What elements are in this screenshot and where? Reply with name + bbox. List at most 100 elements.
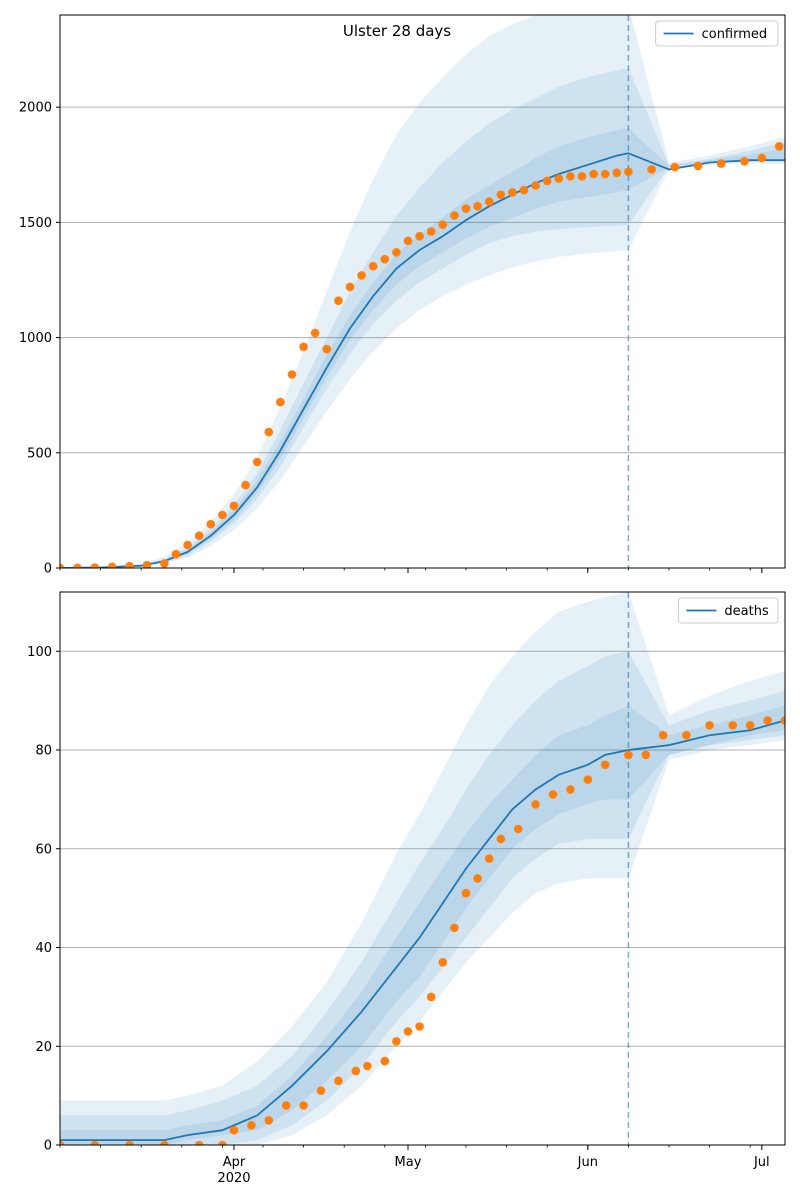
observed-point bbox=[310, 328, 320, 338]
observed-point bbox=[229, 1125, 239, 1135]
observed-point bbox=[415, 231, 424, 241]
observed-point bbox=[276, 397, 285, 407]
observed-point bbox=[757, 153, 767, 163]
observed-point bbox=[415, 1022, 424, 1031]
observed-point bbox=[194, 1140, 204, 1145]
observed-point bbox=[647, 165, 656, 174]
observed-point bbox=[548, 790, 558, 799]
observed-point bbox=[658, 730, 668, 740]
plot-area bbox=[60, 592, 785, 1145]
observed-point bbox=[351, 1066, 361, 1076]
observed-point bbox=[125, 1140, 134, 1145]
observed-point bbox=[299, 342, 308, 352]
observed-point bbox=[90, 1140, 100, 1145]
observed-point bbox=[287, 370, 297, 379]
x-tick-label: Apr bbox=[223, 1155, 246, 1170]
observed-point bbox=[566, 172, 575, 181]
observed-point bbox=[322, 344, 332, 354]
observed-point bbox=[403, 1027, 413, 1036]
observed-point bbox=[264, 427, 274, 437]
observed-point bbox=[380, 254, 390, 264]
observed-point bbox=[583, 775, 593, 784]
observed-point bbox=[299, 1101, 308, 1110]
observed-point bbox=[484, 197, 494, 206]
observed-point bbox=[496, 190, 506, 199]
x-tick-label: Jul bbox=[753, 1155, 770, 1170]
observed-point bbox=[473, 874, 482, 883]
observed-point bbox=[194, 531, 204, 540]
observed-point bbox=[461, 888, 471, 898]
observed-point bbox=[566, 785, 575, 794]
y-tick-label: 0 bbox=[44, 562, 52, 577]
observed-point bbox=[392, 248, 401, 257]
uncertainty-band-3 bbox=[60, 705, 785, 1145]
observed-point bbox=[461, 204, 471, 213]
observed-point bbox=[670, 162, 680, 172]
observed-point bbox=[142, 560, 152, 568]
observed-point bbox=[519, 185, 529, 195]
observed-point bbox=[171, 549, 181, 559]
observed-point bbox=[247, 1121, 256, 1130]
observed-point bbox=[484, 854, 494, 863]
x-tick-label: Jun bbox=[577, 1155, 598, 1170]
observed-point bbox=[600, 169, 610, 179]
observed-point bbox=[450, 923, 459, 933]
observed-point bbox=[450, 211, 459, 220]
observed-point bbox=[60, 563, 65, 568]
observed-point bbox=[90, 563, 100, 568]
y-tick-label: 20 bbox=[35, 1040, 52, 1055]
x-tick-label: May bbox=[395, 1155, 422, 1170]
x-tick-sublabel: 2020 bbox=[217, 1171, 250, 1186]
observed-point bbox=[693, 161, 703, 171]
y-tick-label: 100 bbox=[27, 645, 52, 660]
observed-point bbox=[252, 457, 262, 467]
y-tick-label: 1500 bbox=[19, 216, 52, 231]
observed-point bbox=[438, 220, 448, 229]
observed-point bbox=[345, 282, 355, 292]
observed-point bbox=[740, 157, 749, 166]
observed-point bbox=[589, 169, 598, 179]
observed-point bbox=[774, 142, 784, 151]
plot-area bbox=[60, 15, 785, 568]
uncertainty-band-1 bbox=[60, 15, 785, 568]
legend-box bbox=[677, 597, 779, 624]
observed-point bbox=[612, 168, 622, 178]
observed-point bbox=[728, 721, 738, 730]
observed-point bbox=[513, 824, 523, 834]
y-tick-label: 60 bbox=[35, 842, 52, 857]
observed-point bbox=[281, 1101, 291, 1110]
observed-point bbox=[426, 227, 436, 236]
observed-point bbox=[426, 992, 436, 1002]
observed-point bbox=[334, 296, 343, 306]
observed-point bbox=[682, 730, 691, 740]
observed-point bbox=[60, 1140, 65, 1145]
observed-point bbox=[763, 716, 772, 725]
observed-point bbox=[554, 174, 564, 183]
confirmed-panel: 0 500 1000 1500 2000 confirmed bbox=[19, 14, 786, 577]
chart-title: Ulster 28 days bbox=[343, 22, 451, 40]
observed-point bbox=[183, 540, 192, 550]
y-tick-label: 2000 bbox=[19, 101, 52, 116]
observed-point bbox=[780, 716, 785, 725]
model-line bbox=[60, 719, 785, 1141]
observed-point bbox=[229, 501, 239, 511]
observed-point bbox=[641, 750, 651, 760]
observed-point bbox=[716, 159, 726, 168]
observed-point bbox=[624, 167, 633, 176]
plot-frame bbox=[59, 14, 786, 569]
observed-point bbox=[705, 721, 714, 730]
observed-point bbox=[160, 1140, 169, 1145]
observed-point bbox=[380, 1056, 390, 1066]
observed-point bbox=[624, 750, 633, 760]
legend-label: confirmed bbox=[702, 27, 768, 42]
observed-point bbox=[241, 480, 250, 490]
observed-point bbox=[334, 1076, 343, 1086]
observed-point bbox=[508, 188, 517, 197]
y-tick-label: 0 bbox=[44, 1139, 52, 1154]
y-tick-label: 80 bbox=[35, 744, 52, 759]
observed-point bbox=[357, 271, 366, 280]
uncertainty-band-2 bbox=[60, 68, 785, 568]
legend-box bbox=[655, 20, 779, 47]
